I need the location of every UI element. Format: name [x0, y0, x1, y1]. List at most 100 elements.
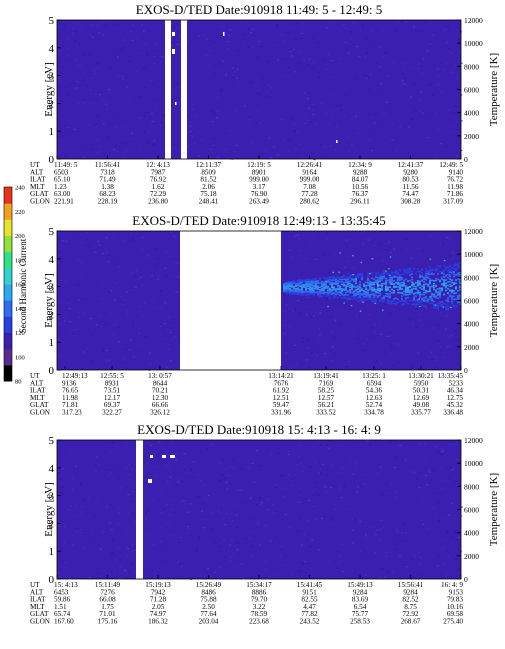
heatmap-cell: [248, 119, 251, 121]
heatmap-cell: [419, 276, 421, 279]
heatmap-cell: [429, 235, 432, 237]
heatmap-cell: [135, 270, 138, 272]
heatmap-cell: [419, 283, 421, 286]
heatmap-cell: [375, 274, 377, 276]
heatmap-cell: [308, 58, 311, 60]
table-cell: 12.75: [447, 394, 464, 402]
heatmap-cell: [297, 287, 299, 290]
heatmap-cell: [95, 93, 97, 95]
heatmap-cell: [399, 286, 401, 288]
heatmap-cell: [355, 288, 357, 291]
heatmap-cell: [315, 312, 318, 314]
heatmap-cell: [391, 571, 394, 573]
heatmap-cell: [346, 260, 349, 262]
heatmap-cell: [333, 286, 335, 289]
table-cell: 167.60: [54, 618, 74, 626]
table-cell: 13:14:21: [268, 372, 294, 380]
heatmap-cell: [307, 107, 310, 109]
table-cell: 999.00: [300, 176, 320, 184]
heatmap-cell: [340, 497, 343, 499]
heatmap-cell: [343, 297, 345, 299]
heatmap-cell: [313, 282, 315, 285]
heatmap-cell: [381, 283, 384, 285]
heatmap-cell: [379, 292, 381, 295]
heatmap-cell: [451, 298, 453, 300]
heatmap-cell: [388, 241, 391, 243]
heatmap-cell: [419, 296, 421, 298]
heatmap-cell: [301, 284, 303, 286]
heatmap-cell: [439, 292, 441, 294]
heatmap-cell: [396, 531, 399, 533]
heatmap-cell: [303, 286, 305, 288]
heatmap-cell: [180, 477, 183, 479]
heatmap-cell: [61, 468, 64, 470]
heatmap-cell: [254, 301, 257, 303]
heatmap-cell: [379, 294, 381, 297]
heatmap-cell: [207, 568, 209, 570]
heatmap-cell: [446, 346, 449, 348]
heatmap-cell: [280, 545, 283, 547]
heatmap-cell: [424, 21, 427, 23]
heatmap-cell: [191, 351, 194, 353]
heatmap-cell: [213, 571, 216, 573]
heatmap-cell: [227, 268, 229, 270]
heatmap-cell: [285, 286, 287, 289]
heatmap-cell: [268, 576, 271, 578]
heatmap-cell: [270, 471, 273, 473]
heatmap-cell: [459, 550, 462, 552]
heatmap-cell: [350, 118, 353, 120]
heatmap-cell: [178, 336, 180, 338]
heatmap-cell: [449, 271, 451, 273]
heatmap-cell: [249, 497, 252, 499]
heatmap-cell: [296, 530, 299, 532]
heatmap-cell: [175, 484, 178, 486]
heatmap-cell: [287, 308, 290, 310]
heatmap-cell: [397, 286, 399, 288]
table-cell: 79.70: [251, 596, 268, 604]
heatmap-cell: [382, 55, 385, 57]
heatmap-cell: [392, 39, 395, 41]
heatmap-cell: [325, 299, 328, 301]
table-cell: 12.51: [273, 394, 290, 402]
heatmap-cell: [121, 126, 124, 128]
heatmap-cell: [421, 304, 423, 306]
table-cell: 10.56: [352, 183, 369, 191]
heatmap-cell: [426, 484, 429, 486]
heatmap-cell: [381, 288, 383, 290]
heatmap-cell: [458, 519, 461, 521]
heatmap-cell: [99, 244, 101, 246]
heatmap-cell: [373, 301, 375, 303]
heatmap-cell: [236, 566, 239, 568]
table-cell: 12:49:13: [62, 372, 88, 380]
table-cell: 7.08: [303, 183, 316, 191]
heatmap-cell: [285, 290, 287, 292]
heatmap-cell: [254, 309, 257, 312]
heatmap-cell: [218, 462, 221, 464]
heatmap-cell: [211, 332, 213, 334]
heatmap-cell: [447, 266, 449, 269]
heatmap-cell: [243, 105, 246, 107]
table-cell: 1.23: [54, 183, 67, 191]
heatmap-cell: [70, 505, 72, 508]
heatmap-cell: [453, 271, 455, 274]
heatmap-cell: [98, 94, 101, 96]
heatmap-cell: [175, 262, 178, 265]
heatmap-cell: [329, 281, 331, 283]
heatmap-cell: [231, 158, 234, 160]
heatmap-cell: [231, 124, 234, 126]
heatmap-cell: [439, 279, 441, 282]
heatmap-cell: [410, 558, 413, 560]
heatmap-cell: [151, 82, 154, 84]
heatmap-cell: [235, 254, 238, 256]
heatmap-cell: [364, 74, 367, 76]
heatmap-cell: [80, 242, 83, 244]
heatmap-cell: [425, 275, 427, 277]
heatmap-cell: [455, 288, 457, 290]
heatmap-cell: [381, 275, 383, 278]
heatmap-cell: [391, 280, 393, 282]
heatmap-cell: [190, 332, 193, 334]
table-cell: 8.75: [404, 603, 417, 611]
heatmap-cell: [453, 264, 455, 266]
heatmap-cell: [183, 302, 185, 305]
heatmap-cell: [300, 462, 303, 464]
